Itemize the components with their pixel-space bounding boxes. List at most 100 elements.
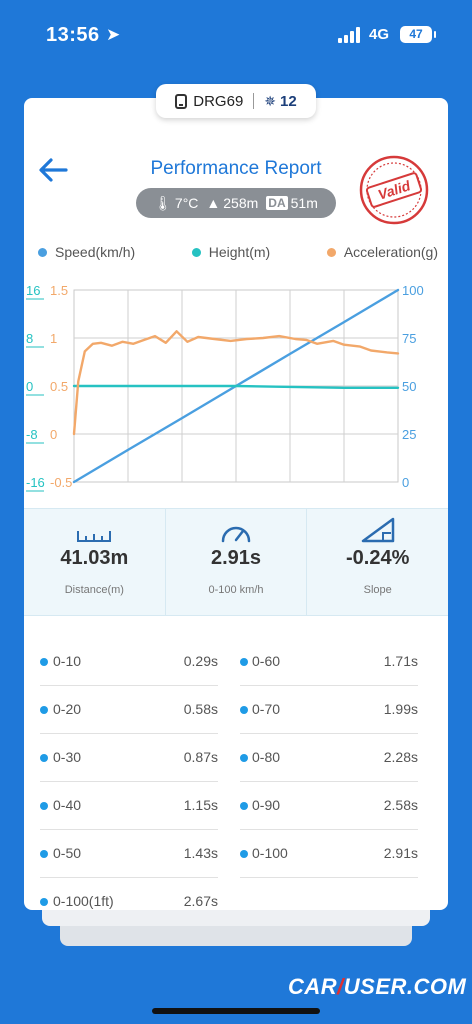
height-tick-label: 0 bbox=[26, 379, 33, 394]
watermark: CAR/USER.COM bbox=[288, 974, 466, 1000]
legend-height[interactable]: Height(m) bbox=[191, 244, 271, 260]
stat-label: Slope bbox=[363, 584, 392, 596]
back-arrow-icon[interactable] bbox=[36, 156, 70, 184]
split-row: 0-90 2.58s bbox=[224, 782, 424, 830]
height-tick-label: -16 bbox=[26, 475, 45, 490]
split-label: 0-80 bbox=[252, 749, 281, 765]
stat-value: 2.91s bbox=[210, 547, 262, 569]
status-time: 13:56 bbox=[46, 24, 100, 46]
ruler-icon bbox=[77, 531, 112, 542]
split-time: 2.67s bbox=[183, 893, 218, 909]
split-dot bbox=[40, 658, 48, 666]
speed-tick-label: 0 bbox=[402, 475, 409, 490]
legend-label: Speed(km/h) bbox=[55, 244, 136, 260]
split-row: 0-80 2.28s bbox=[224, 734, 424, 782]
speed-tick-label: 25 bbox=[402, 427, 416, 442]
height-tick-label: 8 bbox=[26, 331, 33, 346]
performance-chart: 16 8 0 -8 -16 1.5 1 0.5 0 -0.5 100 75 50 25 0 bbox=[26, 283, 424, 492]
stat-value: -0.24% bbox=[345, 547, 410, 569]
watermark-part2: USER.COM bbox=[343, 974, 467, 999]
split-label: 0-90 bbox=[252, 797, 281, 813]
acceleration-tick-label: 0 bbox=[50, 427, 57, 442]
thermometer-icon: 🌡︎ bbox=[154, 194, 172, 211]
split-row: 0-60 1.71s bbox=[224, 638, 424, 686]
split-dot bbox=[40, 850, 48, 858]
split-dot bbox=[40, 898, 48, 906]
home-indicator[interactable] bbox=[152, 1008, 320, 1014]
battery-icon: 47 bbox=[400, 26, 436, 43]
split-time: 1.99s bbox=[383, 701, 418, 717]
stat-label: 0-100 km/h bbox=[208, 584, 264, 596]
split-time: 1.71s bbox=[383, 653, 418, 669]
split-label: 0-20 bbox=[53, 701, 82, 717]
split-label: 0-100 bbox=[252, 845, 288, 861]
legend-speed[interactable]: Speed(km/h) bbox=[38, 244, 135, 260]
split-row: 0-30 0.87s bbox=[24, 734, 224, 782]
density-altitude-badge: DA bbox=[266, 196, 288, 210]
split-divider bbox=[40, 733, 218, 734]
speed-tick-label: 75 bbox=[402, 331, 416, 346]
stat-slope: -0.24% Slope bbox=[307, 509, 448, 615]
acceleration-tick-label: 0.5 bbox=[50, 379, 68, 394]
split-divider bbox=[40, 781, 218, 782]
split-row: 0-100 2.91s bbox=[224, 830, 424, 878]
acceleration-tick-label: 1.5 bbox=[50, 283, 68, 298]
split-divider bbox=[40, 685, 218, 686]
speed-tick-label: 100 bbox=[402, 283, 424, 298]
stat-0-100: 2.91s 0-100 km/h bbox=[166, 509, 308, 615]
stat-distance: 41.03m Distance(m) bbox=[24, 509, 166, 615]
split-label: 0-50 bbox=[53, 845, 82, 861]
split-time: 1.15s bbox=[183, 797, 218, 813]
altitude-value: 258m bbox=[223, 195, 259, 211]
split-time: 2.28s bbox=[383, 749, 418, 765]
split-dot bbox=[240, 754, 248, 762]
report-card: Performance Report Valid 🌡︎ 7°C ▲ 258m DA 5… bbox=[24, 98, 448, 910]
split-row: 0-10 0.29s bbox=[24, 638, 224, 686]
split-divider bbox=[40, 829, 218, 830]
split-row: 0-40 1.15s bbox=[24, 782, 224, 830]
legend-label: Acceleration(g) bbox=[343, 244, 438, 260]
valid-stamp-icon: Valid bbox=[359, 155, 429, 225]
watermark-part1: CAR bbox=[288, 974, 338, 999]
legend-dot bbox=[38, 247, 47, 257]
split-row: 0-20 0.58s bbox=[24, 686, 224, 734]
legend-acceleration[interactable]: Acceleration(g) bbox=[326, 244, 438, 260]
split-row: 0-100(1ft) 2.67s bbox=[24, 878, 224, 910]
height-tick-label: -8 bbox=[26, 427, 38, 442]
split-divider bbox=[240, 733, 418, 734]
split-divider bbox=[240, 685, 418, 686]
legend-dot bbox=[191, 247, 201, 257]
stat-label: Distance(m) bbox=[64, 584, 124, 596]
split-dot bbox=[240, 658, 248, 666]
speed-tick-label: 50 bbox=[402, 379, 416, 394]
split-label: 0-100(1ft) bbox=[53, 893, 114, 909]
acceleration-tick-label: 1 bbox=[50, 331, 57, 346]
split-label: 0-60 bbox=[252, 653, 281, 669]
split-time: 0.87s bbox=[183, 749, 218, 765]
split-divider bbox=[240, 781, 418, 782]
legend-label: Height(m) bbox=[208, 244, 271, 260]
density-altitude-value: 51m bbox=[290, 195, 318, 211]
split-dot bbox=[240, 850, 248, 858]
split-dot bbox=[40, 754, 48, 762]
satellite-icon: ✵ bbox=[264, 92, 277, 109]
split-label: 0-70 bbox=[252, 701, 281, 717]
battery-level: 47 bbox=[409, 27, 423, 41]
split-label: 0-40 bbox=[53, 797, 82, 813]
split-time: 0.58s bbox=[183, 701, 218, 717]
acceleration-tick-label: -0.5 bbox=[50, 475, 72, 490]
split-dot bbox=[40, 802, 48, 810]
split-dot bbox=[240, 802, 248, 810]
split-row: 0-50 1.43s bbox=[24, 830, 224, 878]
stat-value: 41.03m bbox=[60, 547, 129, 569]
location-arrow-icon: ➤ bbox=[106, 25, 121, 44]
split-label: 0-30 bbox=[53, 749, 82, 765]
device-name: DRG69 bbox=[193, 92, 244, 110]
split-dot bbox=[240, 706, 248, 714]
height-tick-label: 16 bbox=[26, 283, 40, 298]
chart-legend: Speed(km/h) Height(m) Acceleration(g) bbox=[38, 244, 438, 260]
device-indicator[interactable]: DRG69 ✵ 12 bbox=[156, 84, 316, 118]
series-line-heightm bbox=[72, 384, 400, 390]
speedometer-icon bbox=[221, 526, 251, 543]
split-divider bbox=[240, 829, 418, 830]
